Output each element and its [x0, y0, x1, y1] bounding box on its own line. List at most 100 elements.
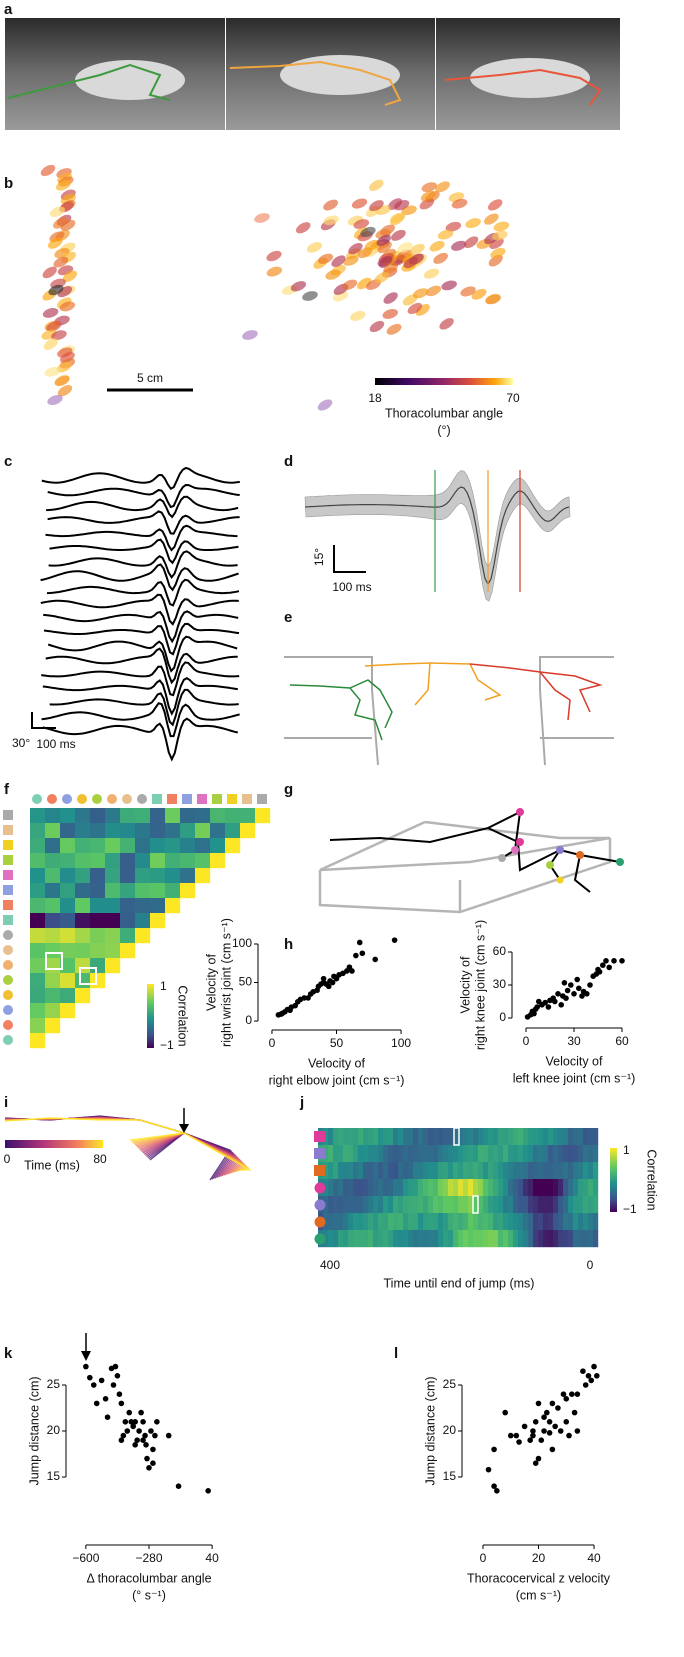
point [494, 1488, 500, 1494]
paw [51, 330, 67, 341]
joint-marker [3, 855, 13, 865]
joint-marker [3, 870, 13, 880]
heat-cell [448, 1196, 454, 1214]
heat-cell [338, 1162, 344, 1180]
heat-cell [373, 1213, 379, 1231]
joint-marker [3, 975, 13, 985]
heat-cell [463, 1196, 469, 1214]
heat-cell [348, 1162, 354, 1180]
point [542, 999, 548, 1006]
paw [48, 284, 64, 296]
heat-cell [353, 1162, 359, 1180]
point [579, 993, 585, 999]
colorbar-label: Thoracolumbar angle [385, 406, 503, 420]
y-tick-label: 0 [245, 1013, 252, 1027]
heat-cell [558, 1162, 564, 1180]
heat-cell [30, 823, 46, 839]
heat-cell [120, 838, 136, 854]
heat-cell [443, 1196, 449, 1214]
heat-cell [508, 1179, 514, 1197]
paw [60, 219, 76, 231]
y-tick-label: 100 [232, 936, 252, 950]
paw [391, 229, 406, 241]
paw [351, 198, 368, 209]
heat-cell [443, 1213, 449, 1231]
point [538, 1437, 545, 1443]
heat-cell [443, 1128, 449, 1146]
paw [290, 281, 307, 292]
panel-label: k [4, 1345, 13, 1362]
heat-cell [418, 1162, 424, 1180]
heat-cell [438, 1145, 444, 1163]
heat-cell [165, 838, 181, 854]
x-axis-label: Thoracocervical z velocity [467, 1571, 611, 1585]
paw [369, 179, 384, 191]
heat-cell [458, 1179, 464, 1197]
point [568, 982, 574, 988]
colorbar-tick-label: 1 [623, 1143, 630, 1157]
heat-cell [423, 1213, 429, 1231]
joint-marker [257, 794, 267, 804]
point [502, 1409, 508, 1416]
heat-cell [508, 1162, 514, 1180]
joint-marker [212, 794, 222, 804]
heat-cell [378, 1162, 384, 1180]
heat-cell [388, 1230, 394, 1248]
heat-cell [30, 958, 46, 974]
heat-cell [393, 1213, 399, 1231]
point [541, 1414, 547, 1420]
y-axis-label: Jump distance (cm) [27, 1376, 41, 1485]
heat-cell [358, 1162, 364, 1180]
heat-cell [473, 1145, 479, 1163]
heat-cell [428, 1128, 434, 1146]
joint-marker [314, 1233, 326, 1245]
trace [41, 661, 240, 697]
heat-cell [478, 1196, 484, 1214]
heat-cell [60, 988, 76, 1004]
paw [383, 262, 399, 274]
heat-cell [498, 1179, 504, 1197]
x-axis-label: Velocity of [546, 1054, 604, 1068]
heat-cell [493, 1230, 499, 1248]
heat-cell [353, 1230, 359, 1248]
skeleton [229, 60, 402, 106]
paw [54, 375, 70, 387]
heat-cell [463, 1179, 469, 1197]
heat-cell [588, 1128, 594, 1146]
paw [343, 255, 359, 266]
heat-cell [493, 1162, 499, 1180]
heat-cell [568, 1196, 574, 1214]
heat-cell [75, 838, 91, 854]
heat-cell [225, 838, 241, 854]
joint-marker [314, 1131, 325, 1142]
heat-cell [413, 1162, 419, 1180]
heat-cell [348, 1128, 354, 1146]
heat-cell [373, 1230, 379, 1248]
heat-cell [60, 898, 76, 914]
colorbar-label: Time (ms) [24, 1158, 80, 1172]
x-axis-label: (cm s⁻¹) [516, 1588, 561, 1602]
paw [429, 240, 445, 252]
paw [49, 206, 65, 218]
point [521, 1423, 528, 1430]
heat-cell [333, 1145, 339, 1163]
heat-cell [373, 1162, 379, 1180]
heat-cell [333, 1230, 339, 1248]
heat-cell [30, 913, 46, 929]
heat-cell [418, 1128, 424, 1146]
paw [420, 190, 436, 202]
point [353, 952, 359, 959]
x-tick-label: 30 [567, 1034, 581, 1048]
heat-cell [45, 1018, 61, 1034]
heat-cell [528, 1179, 534, 1197]
heat-cell [348, 1213, 354, 1231]
heat-cell [523, 1145, 529, 1163]
point [165, 1432, 172, 1439]
heat-cell [433, 1230, 439, 1248]
point [320, 975, 327, 982]
heat-cell [528, 1162, 534, 1180]
paw [42, 266, 57, 279]
heat-cell [563, 1179, 569, 1197]
paw [323, 199, 339, 211]
joint-marker [62, 794, 72, 804]
